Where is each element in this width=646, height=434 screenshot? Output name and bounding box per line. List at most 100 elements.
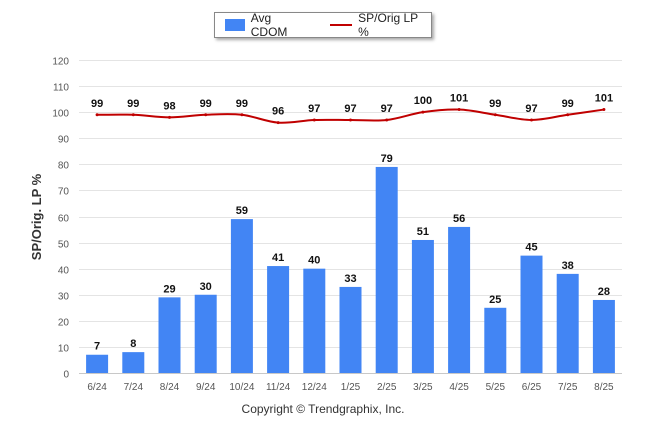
copyright-text: Copyright © Trendgraphix, Inc. xyxy=(241,402,405,416)
y-tick-label: 60 xyxy=(58,214,70,225)
line-value-label: 99 xyxy=(236,98,248,110)
line-value-label: 97 xyxy=(344,103,356,115)
y-tick-label: 70 xyxy=(58,187,70,198)
line-value-label: 99 xyxy=(127,98,139,110)
x-tick-label: 12/24 xyxy=(302,382,327,393)
line-value-label: 96 xyxy=(272,106,284,118)
y-axis-ticks: 0 10 20 30 40 50 60 70 80 90 100 110 120 xyxy=(52,57,69,381)
bar-7/24[interactable] xyxy=(122,352,145,373)
x-tick-label: 1/25 xyxy=(341,382,361,393)
y-tick-label: 20 xyxy=(58,318,70,329)
bar-12/24[interactable] xyxy=(303,268,326,373)
y-axis-title: SP/Orig. LP % xyxy=(29,173,44,260)
x-tick-label: 8/25 xyxy=(594,382,614,393)
bar-series-avg-cdom xyxy=(86,166,615,373)
legend-item-avg-cdom[interactable]: Avg CDOM xyxy=(225,11,310,39)
bar-value-label: 33 xyxy=(344,273,356,285)
legend-line-swatch xyxy=(330,24,353,26)
bar-value-label: 40 xyxy=(308,255,320,267)
y-tick-label: 10 xyxy=(58,344,70,355)
bar-value-label: 8 xyxy=(130,338,136,350)
y-tick-label: 30 xyxy=(58,292,70,303)
line-point-4/25[interactable] xyxy=(457,108,461,112)
line-point-7/24[interactable] xyxy=(131,113,135,117)
bar-value-label: 25 xyxy=(489,294,501,306)
x-tick-label: 9/24 xyxy=(196,382,216,393)
bar-5/25[interactable] xyxy=(484,307,507,373)
bar-3/25[interactable] xyxy=(411,239,434,373)
legend-bar-label: Avg CDOM xyxy=(250,11,288,39)
y-tick-label: 110 xyxy=(53,83,69,94)
line-point-9/24[interactable] xyxy=(204,113,208,117)
bar-9/24[interactable] xyxy=(194,294,217,373)
line-point-7/25[interactable] xyxy=(566,113,570,117)
bar-11/24[interactable] xyxy=(267,266,290,373)
bar-value-label: 29 xyxy=(163,283,175,295)
x-tick-label: 7/25 xyxy=(558,382,578,393)
line-value-label: 99 xyxy=(200,98,212,110)
bar-6/25[interactable] xyxy=(520,255,543,373)
bar-10/24[interactable] xyxy=(230,219,253,373)
line-value-label: 99 xyxy=(91,98,103,110)
bar-value-label: 59 xyxy=(236,205,248,217)
line-point-5/25[interactable] xyxy=(493,113,497,117)
bar-value-label: 30 xyxy=(200,281,212,293)
x-tick-label: 6/25 xyxy=(522,382,542,393)
bar-1/25[interactable] xyxy=(339,286,362,373)
x-tick-label: 8/24 xyxy=(160,382,180,393)
x-axis-ticks: 6/24 7/24 8/24 9/24 10/24 11/24 12/24 1/25 2/25 3… xyxy=(87,382,614,393)
line-value-label: 99 xyxy=(562,98,574,110)
bar-value-label: 79 xyxy=(381,153,393,165)
line-value-label: 100 xyxy=(414,95,432,107)
bar-value-label: 28 xyxy=(598,286,610,298)
x-tick-label: 7/24 xyxy=(124,382,144,393)
line-point-2/25[interactable] xyxy=(385,118,389,122)
y-tick-label: 0 xyxy=(63,370,69,381)
line-value-label: 101 xyxy=(595,93,613,105)
line-point-10/24[interactable] xyxy=(240,113,244,117)
legend-line-label: SP/Orig LP % xyxy=(358,11,418,39)
line-value-label: 97 xyxy=(308,103,320,115)
x-tick-label: 11/24 xyxy=(266,382,291,393)
line-value-label: 101 xyxy=(450,93,468,105)
x-tick-label: 2/25 xyxy=(377,382,397,393)
bar-2/25[interactable] xyxy=(375,166,398,373)
bar-value-label: 38 xyxy=(562,260,574,272)
line-value-label: 97 xyxy=(381,103,393,115)
bar-value-label: 56 xyxy=(453,213,465,225)
bar-value-label: 41 xyxy=(272,252,284,264)
bar-8/25[interactable] xyxy=(592,299,615,373)
bar-value-label: 51 xyxy=(417,226,429,238)
line-point-6/25[interactable] xyxy=(530,118,533,122)
line-point-3/25[interactable] xyxy=(421,110,425,114)
y-tick-label: 40 xyxy=(58,266,70,277)
line-point-6/24[interactable] xyxy=(95,113,99,117)
y-tick-label: 90 xyxy=(58,135,70,146)
bar-value-label: 45 xyxy=(525,242,537,254)
x-tick-label: 4/25 xyxy=(449,382,469,393)
line-series-sp-orig-lp xyxy=(95,108,606,125)
y-tick-label: 120 xyxy=(52,57,69,68)
line-point-8/24[interactable] xyxy=(168,115,171,119)
line-point-12/24[interactable] xyxy=(312,118,316,122)
x-tick-label: 10/24 xyxy=(229,382,254,393)
legend-item-sp-orig-lp[interactable]: SP/Orig LP % xyxy=(330,11,431,39)
line-value-label: 99 xyxy=(489,98,501,110)
bar-4/25[interactable] xyxy=(448,226,471,373)
y-tick-label: 50 xyxy=(58,240,70,251)
line-point-11/24[interactable] xyxy=(276,121,280,125)
bar-7/25[interactable] xyxy=(556,273,579,373)
bar-8/24[interactable] xyxy=(158,297,181,373)
y-tick-label: 80 xyxy=(58,161,70,172)
line-point-8/25[interactable] xyxy=(602,108,606,112)
bar-6/24[interactable] xyxy=(86,354,109,373)
y-tick-label: 100 xyxy=(52,109,69,120)
line-point-1/25[interactable] xyxy=(349,118,352,122)
legend-bar-swatch xyxy=(225,19,245,31)
line-value-label: 97 xyxy=(525,103,537,115)
legend[interactable]: Avg CDOM SP/Orig LP % xyxy=(214,11,432,39)
bar-value-label: 7 xyxy=(94,341,100,353)
x-tick-label: 6/24 xyxy=(87,382,107,393)
x-tick-label: 5/25 xyxy=(486,382,506,393)
